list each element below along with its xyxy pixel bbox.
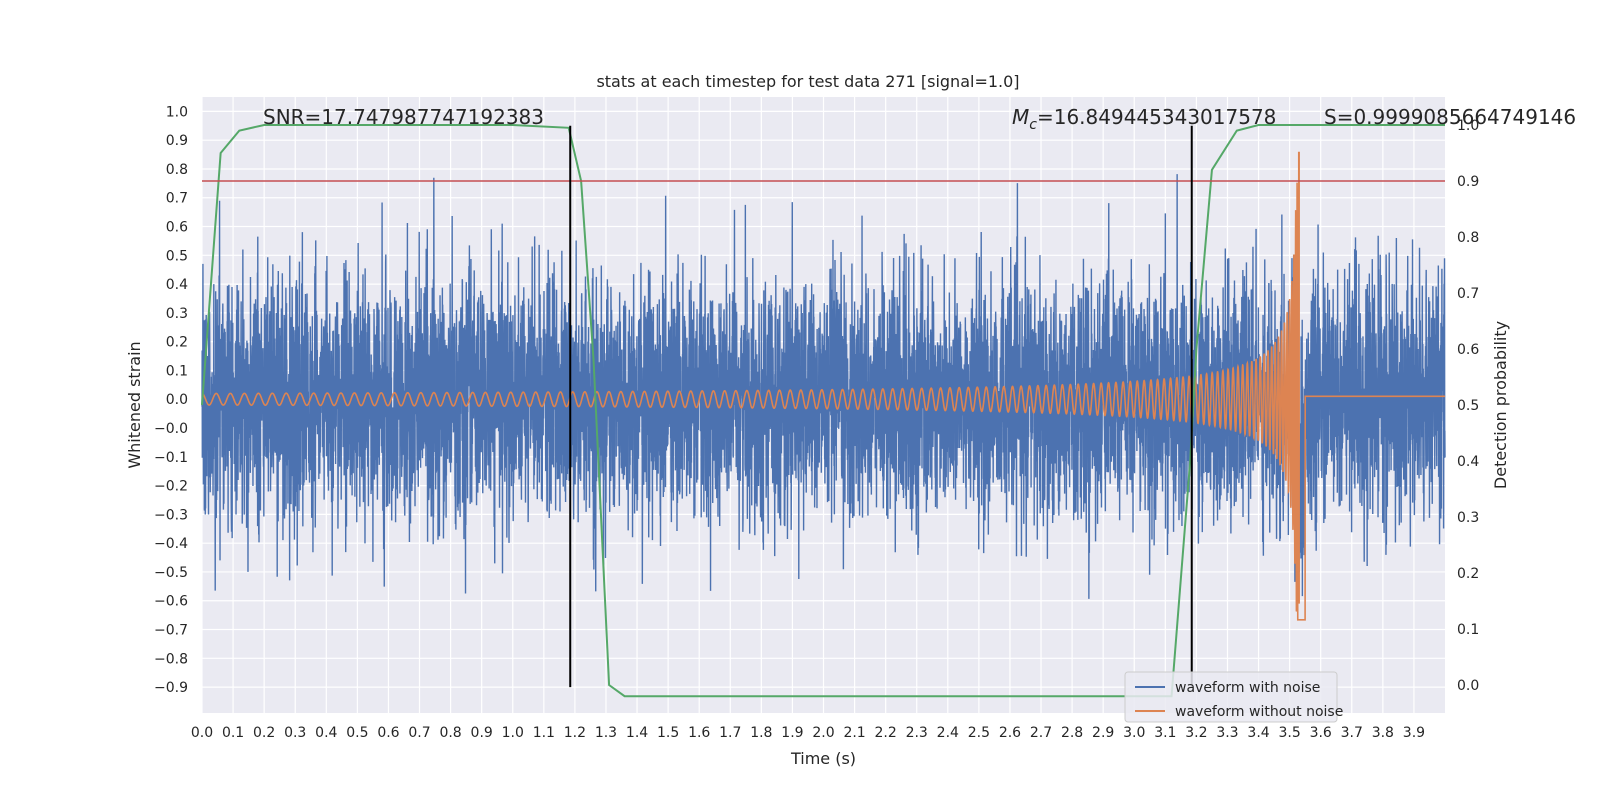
x-tick-label: 2.6: [999, 725, 1021, 741]
x-tick-label: 0.1: [222, 725, 244, 741]
x-tick-label: 1.9: [781, 725, 803, 741]
y-tick-label: −0.4: [154, 536, 188, 552]
x-tick-label: 1.2: [564, 725, 586, 741]
y2-tick-label: 0.9: [1457, 174, 1479, 190]
y-tick-label: −0.8: [154, 651, 188, 667]
mc-value: =16.849445343017578: [1037, 105, 1276, 129]
x-tick-label: 1.1: [533, 725, 555, 741]
mc-symbol: M: [1012, 105, 1029, 129]
y-tick-label: 0.6: [166, 220, 188, 236]
chart-title: stats at each timestep for test data 271…: [596, 72, 1019, 91]
y-tick-label: −0.0: [154, 421, 188, 437]
x-tick-label: 0.5: [346, 725, 368, 741]
x-tick-label: 2.3: [906, 725, 928, 741]
x-axis-label: Time (s): [790, 749, 856, 768]
detection-probability: [201, 124, 1445, 698]
x-tick-label: 2.7: [1030, 725, 1052, 741]
y-tick-label: −0.1: [154, 450, 188, 466]
x-tick-label: 3.5: [1278, 725, 1300, 741]
y-tick-label: 0.5: [166, 248, 188, 264]
y2-tick-label: 0.7: [1457, 286, 1479, 302]
x-tick-label: 2.0: [812, 725, 834, 741]
x-tick-label: 1.7: [719, 725, 741, 741]
snr-annotation: SNR=17.747987747192383: [263, 105, 544, 129]
mc-subscript: c: [1029, 117, 1037, 133]
x-tick-label: 0.8: [439, 725, 461, 741]
y-axis-label: Whitened strain: [125, 341, 144, 468]
clean-waveform: [201, 151, 1445, 621]
chirp-mass-annotation: Mc=16.849445343017578: [1012, 105, 1276, 133]
y-tick-label: 0.2: [166, 335, 188, 351]
y-tick-label: 0.9: [166, 133, 188, 149]
x-tick-label: 0.3: [284, 725, 306, 741]
y2-tick-label: 0.8: [1457, 230, 1479, 246]
y-tick-label: 1.0: [166, 104, 188, 120]
x-tick-label: 0.6: [377, 725, 399, 741]
x-tick-label: 3.4: [1247, 725, 1269, 741]
legend-label: waveform with noise: [1175, 680, 1320, 696]
y2-tick-label: 0.4: [1457, 454, 1479, 470]
x-tick-label: 2.8: [1061, 725, 1083, 741]
x-tick-label: 1.5: [657, 725, 679, 741]
x-tick-label: 3.0: [1123, 725, 1145, 741]
left-axis-ticks: 1.0 0.9 0.8 0.7 0.6 0.5 0.4 0.3 0.2 0.1 0.0 −0.0 −0.…: [154, 104, 188, 696]
x-tick-label: 0.7: [408, 725, 430, 741]
x-tick-label: 2.9: [1092, 725, 1114, 741]
x-tick-label: 1.4: [626, 725, 648, 741]
x-tick-label: 1.3: [595, 725, 617, 741]
y-tick-label: 0.0: [166, 392, 188, 408]
y-tick-label: 0.3: [166, 306, 188, 322]
x-tick-label: 3.1: [1154, 725, 1176, 741]
x-tick-label: 1.0: [502, 725, 524, 741]
y2-tick-label: 1.0: [1457, 118, 1479, 134]
probability-line: [201, 124, 1445, 698]
x-tick-label: 3.3: [1216, 725, 1238, 741]
y2-tick-label: 0.1: [1457, 622, 1479, 638]
y-tick-label: −0.7: [154, 623, 188, 639]
legend-label: waveform without noise: [1175, 704, 1343, 720]
x-tick-label: 0.9: [471, 725, 493, 741]
y2-tick-label: 0.5: [1457, 398, 1479, 414]
y-tick-label: 0.8: [166, 162, 188, 178]
y-tick-label: 0.1: [166, 363, 188, 379]
y-tick-label: 0.4: [166, 277, 188, 293]
x-tick-label: 3.8: [1372, 725, 1394, 741]
y2-tick-label: 0.2: [1457, 566, 1479, 582]
x-tick-label: 3.7: [1341, 725, 1363, 741]
x-tick-label: 2.4: [937, 725, 959, 741]
y-tick-label: −0.9: [154, 680, 188, 696]
x-tick-label: 0.0: [191, 725, 213, 741]
y-tick-label: 0.7: [166, 191, 188, 207]
clean-waveform-line: [201, 182, 1445, 621]
y2-tick-label: 0.0: [1457, 678, 1479, 694]
x-tick-label: 2.5: [968, 725, 990, 741]
legend: waveform with noise waveform without nois…: [1124, 671, 1343, 723]
x-tick-label: 1.8: [750, 725, 772, 741]
y-tick-label: −0.2: [154, 479, 188, 495]
s-annotation: S=0.9999085664749146: [1324, 105, 1576, 129]
x-tick-label: 1.6: [688, 725, 710, 741]
y-tick-label: −0.6: [154, 594, 188, 610]
y-tick-label: −0.3: [154, 507, 188, 523]
x-axis-ticks: 0.0 0.1 0.2 0.3 0.4 0.5 0.6 0.7 0.8 0.9 1.0 1.1 1.2 1…: [191, 725, 1425, 741]
x-tick-label: 3.2: [1185, 725, 1207, 741]
x-tick-label: 3.9: [1403, 725, 1425, 741]
threshold-and-markers: [202, 125, 1445, 688]
x-tick-label: 0.2: [253, 725, 275, 741]
y-tick-label: −0.5: [154, 565, 188, 581]
x-tick-label: 0.4: [315, 725, 337, 741]
x-tick-label: 3.6: [1310, 725, 1332, 741]
y2-tick-label: 0.3: [1457, 510, 1479, 526]
x-tick-label: 2.1: [843, 725, 865, 741]
x-tick-label: 2.2: [875, 725, 897, 741]
right-axis-label: Detection probability: [1491, 321, 1510, 489]
right-axis-ticks: 1.0 0.9 0.8 0.7 0.6 0.5 0.4 0.3 0.2 0.1 0.0: [1457, 118, 1479, 694]
y2-tick-label: 0.6: [1457, 342, 1479, 358]
legend-box: [1124, 671, 1338, 723]
